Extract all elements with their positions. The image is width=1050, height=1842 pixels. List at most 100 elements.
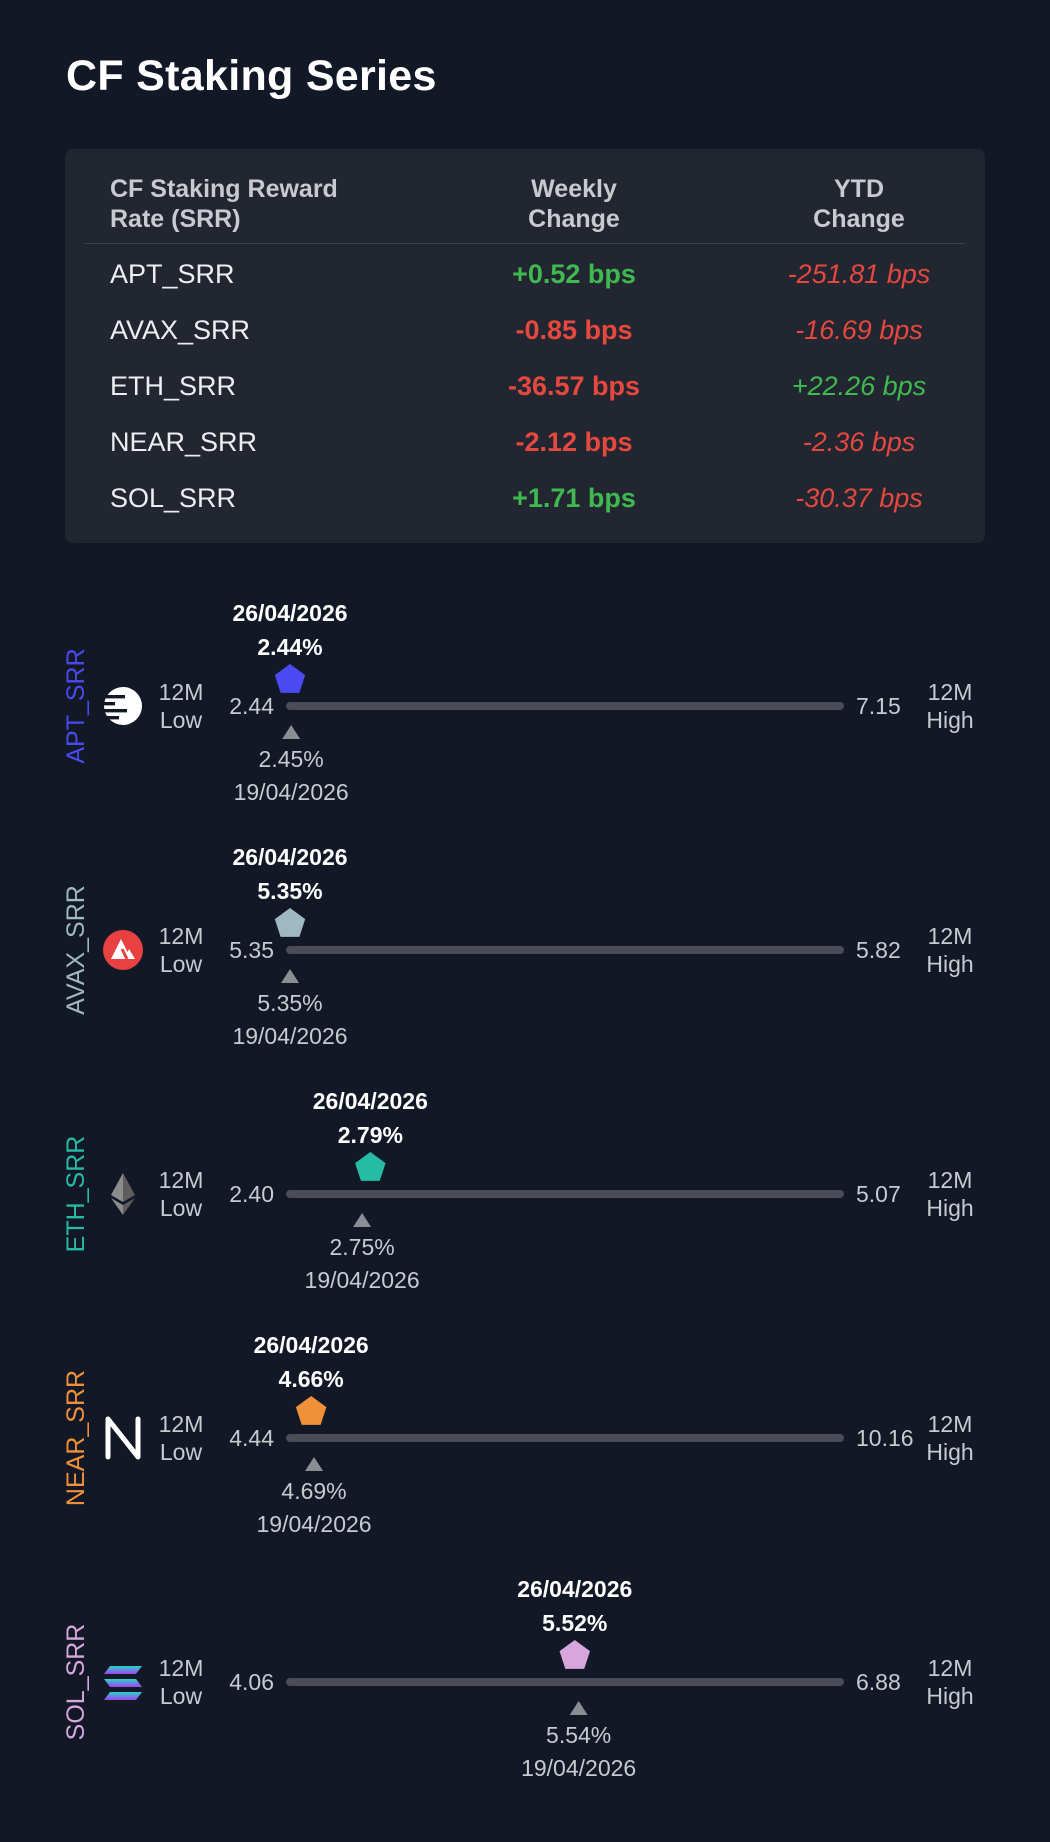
near-icon [105,1416,141,1460]
table-row: SOL_SRR +1.71 bps -30.37 bps [65,470,985,526]
row-ytd-change: +22.26 bps [791,371,927,401]
srr-table: CF Staking Reward Rate (SRR) Weekly Chan… [65,149,985,543]
near-icon-glyph [105,1416,141,1460]
table-row: ETH_SRR -36.57 bps +22.26 bps [65,358,985,414]
current-marker [274,664,306,693]
low-label-line1: 12M [159,679,204,705]
low-value: 2.40 [229,1181,274,1207]
series-label: NEAR_SRR [62,1370,90,1506]
current-value: 4.66% [279,1366,344,1392]
row-ytd-change: -30.37 bps [795,483,923,513]
series-label: APT_SRR [62,648,90,763]
low-label-line1: 12M [159,1655,204,1681]
table-row: NEAR_SRR -2.12 bps -2.36 bps [65,414,985,470]
high-label-line1: 12M [928,679,973,705]
low-value: 2.44 [229,693,274,719]
aptos-icon-stripe [101,702,115,706]
previous-marker [569,1701,588,1715]
low-label-line2: Low [160,707,203,733]
current-marker [355,1152,386,1181]
page-title: CF Staking Series [66,52,437,100]
row-name: ETH_SRR [110,371,237,401]
previous-date: 19/04/2026 [234,779,349,805]
solana-icon [104,1666,142,1700]
previous-marker [281,969,299,983]
previous-marker [305,1457,324,1471]
current-date: 26/04/2026 [313,1088,428,1114]
ethereum-icon [111,1173,135,1215]
low-value: 4.44 [229,1425,274,1451]
current-value: 2.44% [257,634,322,660]
previous-value: 5.35% [257,990,322,1016]
solana-icon-bar [104,1679,142,1687]
row-ytd-change: -16.69 bps [795,315,923,345]
row-ytd-change: -251.81 bps [787,259,931,289]
previous-value: 2.75% [329,1234,394,1260]
high-label-line1: 12M [928,923,973,949]
avalanche-icon-cut [120,948,129,960]
current-date: 26/04/2026 [517,1576,632,1602]
series-label: SOL_SRR [62,1624,90,1741]
header-rate: CF Staking Reward Rate (SRR) [110,174,410,234]
header-ytd-line2: Change [813,205,905,233]
row-name: AVAX_SRR [110,315,251,345]
high-label-line2: High [926,1683,973,1709]
header-weekly-line2: Change [528,205,620,233]
current-marker [274,908,306,937]
header-weekly-line1: Weekly [531,175,617,203]
header-ytd-line1: YTD [834,175,884,203]
previous-date: 19/04/2026 [256,1511,371,1537]
aptos-icon-stripe [101,709,127,713]
high-label-line2: High [926,1195,973,1221]
row-name: APT_SRR [110,259,235,289]
header-rate-line2: Rate (SRR) [110,205,241,233]
current-marker [295,1396,327,1425]
high-label-line1: 12M [928,1167,973,1193]
avalanche-icon [103,930,143,970]
aptos-icon [101,687,142,725]
low-value: 5.35 [229,937,274,963]
row-name: NEAR_SRR [110,427,258,457]
row-name: SOL_SRR [110,483,237,513]
previous-value: 4.69% [281,1478,346,1504]
low-value: 4.06 [229,1669,274,1695]
high-value: 5.07 [856,1181,901,1207]
previous-date: 19/04/2026 [521,1755,636,1781]
header-weekly: Weekly Change [414,174,734,234]
current-value: 2.79% [338,1122,403,1148]
previous-marker [282,725,301,739]
row-ytd-change: -2.36 bps [802,427,916,457]
series-label: AVAX_SRR [62,885,90,1015]
high-value: 6.88 [856,1669,901,1695]
low-label-line1: 12M [159,1167,204,1193]
previous-value: 2.45% [259,746,324,772]
series-label: ETH_SRR [62,1136,90,1253]
previous-marker [353,1213,372,1227]
header-rate-line1: CF Staking Reward [110,175,338,203]
previous-value: 5.54% [546,1722,611,1748]
high-label-line2: High [926,951,973,977]
header-divider [85,243,965,244]
header-ytd: YTD Change [709,174,1009,234]
ethereum-icon-face [123,1173,135,1202]
current-date: 26/04/2026 [254,1332,369,1358]
low-label-line2: Low [160,1439,203,1465]
row-weekly-change: -0.85 bps [515,315,633,345]
low-label-line2: Low [160,951,203,977]
current-date: 26/04/2026 [232,844,347,870]
ethereum-icon-face [111,1198,123,1215]
high-label-line1: 12M [928,1655,973,1681]
current-value: 5.35% [257,878,322,904]
current-marker [559,1640,590,1669]
high-value: 7.15 [856,693,901,719]
previous-date: 19/04/2026 [232,1023,347,1049]
aptos-icon-stripe [101,716,119,720]
low-label-line1: 12M [159,923,204,949]
row-weekly-change: -36.57 bps [507,371,641,401]
low-label-line2: Low [160,1683,203,1709]
